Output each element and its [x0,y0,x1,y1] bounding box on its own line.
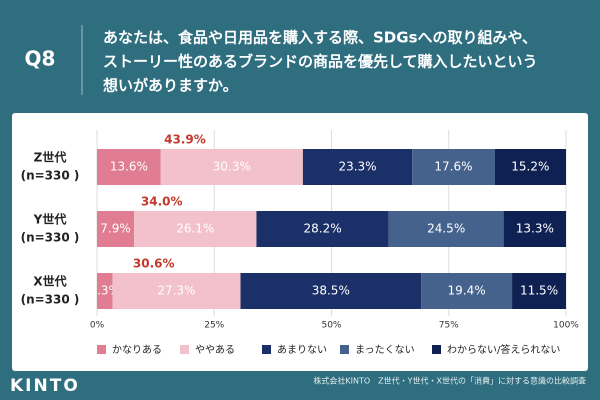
legend-swatch [432,345,441,354]
question-line: あなたは、食品や日用品を購入する際、SDGsへの取り組みや、 [103,29,537,47]
value-label: 24.5% [427,222,465,236]
legend-label: あまりない [277,344,327,356]
legend-label: ややある [195,344,235,356]
bar-segment [97,211,135,247]
value-label: 15.2% [511,160,549,174]
legend-label: わからない/答えられない [447,343,560,356]
category-label: Z世代 [34,150,67,165]
bar-segment [160,149,303,185]
bar-segment [388,211,504,247]
bar-segment [412,149,495,185]
total-label: 34.0% [141,195,183,209]
bar-segment [503,211,566,247]
legend-swatch [262,345,271,354]
bar-segment [302,149,413,185]
value-label: 30.3% [213,160,251,174]
value-label: 17.6% [434,160,472,174]
x-tick-label: 75% [439,321,459,331]
category-note: (n=330 ) [21,169,80,183]
bar-segment [240,273,422,309]
logo: KINTO [10,376,80,396]
bar-segment [421,273,513,309]
category-label: X世代 [33,274,66,289]
total-label: 43.9% [164,133,206,147]
bar-segment [97,273,113,309]
source: 株式会社KINTO Z世代・Y世代・X世代の「消費」に対する意識の比較調査 [313,376,586,386]
legend-swatch [97,345,106,354]
value-label: 23.3% [338,160,376,174]
value-label: 28.2% [304,222,342,236]
value-label: 38.5% [312,284,350,298]
value-label: 11.5% [520,284,558,298]
bar-segment [134,211,257,247]
bar-segment [494,149,566,185]
value-label: 3.3% [89,284,120,298]
total-label: 30.6% [133,257,175,271]
question-number: Q8 [25,47,56,71]
bar-segment [256,211,389,247]
value-label: 13.6% [110,160,148,174]
legend-swatch [180,345,189,354]
x-tick-label: 50% [321,321,341,331]
category-label: Y世代 [33,212,67,227]
bar-segment [97,149,161,185]
value-label: 19.4% [448,284,486,298]
value-label: 13.3% [516,222,554,236]
question-line: 想いがありますか。 [102,77,238,95]
x-tick-label: 25% [204,321,224,331]
question-line: ストーリー性のあるブランドの商品を優先して購入したいという [103,53,538,71]
bar-segment [112,273,241,309]
legend-label: まったくない [355,344,415,356]
legend-label: かなりある [112,344,162,356]
bar-segment [512,273,566,309]
value-label: 27.3% [157,284,195,298]
x-tick-label: 100% [553,321,579,331]
category-note: (n=330 ) [21,231,80,245]
value-label: 26.1% [176,222,214,236]
x-tick-label: 0% [90,321,105,331]
value-label: 7.9% [100,222,131,236]
chart: 0% 25% 50% 75% 100% Z世代 (n=330 ) 13.6% 30.3% 23.3… [21,130,579,356]
legend-swatch [340,345,349,354]
category-note: (n=330 ) [21,293,80,307]
